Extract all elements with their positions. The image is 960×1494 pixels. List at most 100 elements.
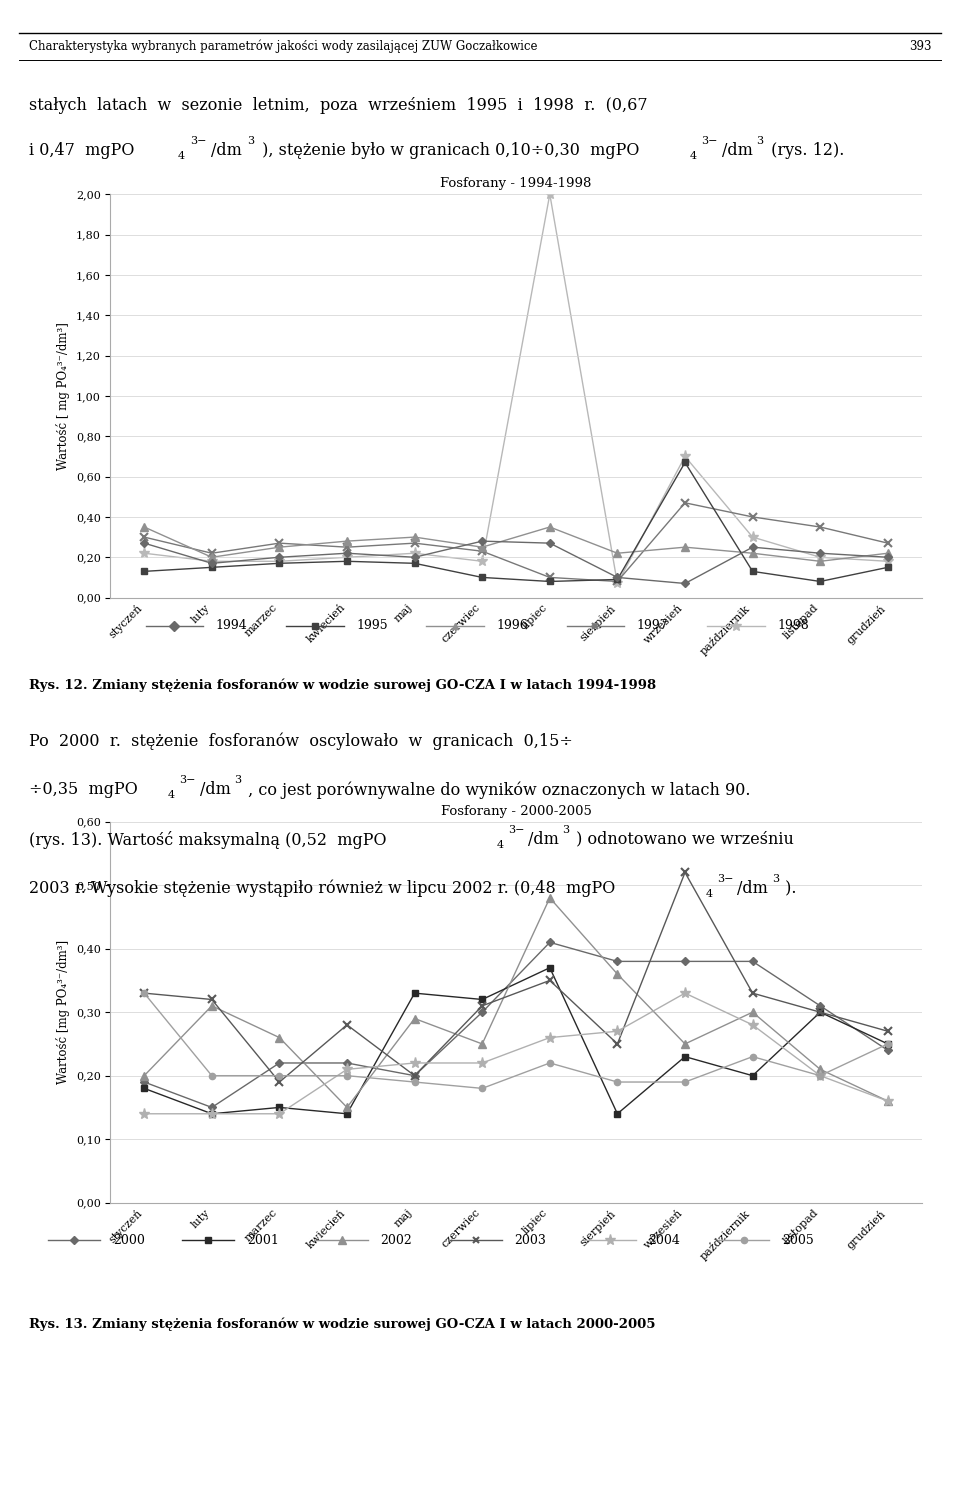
1995 [341,553,352,571]
Text: /dm: /dm [722,142,753,158]
2005 [206,1067,218,1085]
1994 [680,575,691,593]
Text: 3−: 3− [508,825,524,835]
Text: ).: ). [780,880,797,896]
1997 [612,572,623,590]
Y-axis label: Wartość [mg PO₄³⁻/dm³]: Wartość [mg PO₄³⁻/dm³] [57,940,70,1085]
1996 [747,544,758,562]
1996 [409,529,420,547]
Text: stałych  latach  w  sezonie  letnim,  poza  wrześniem  1995  i  1998  r.  (0,67: stałych latach w sezonie letnim, poza wr… [29,97,647,114]
Text: 3: 3 [234,775,241,786]
Line: 1997: 1997 [140,499,892,586]
Text: 1997: 1997 [636,620,668,632]
Text: /dm: /dm [737,880,768,896]
Text: 4: 4 [178,151,184,161]
1998 [206,553,218,571]
Text: 4: 4 [168,790,175,801]
1998 [612,575,623,593]
Text: ) odnotowano we wrześniu: ) odnotowano we wrześniu [571,831,794,847]
Line: 1996: 1996 [140,523,892,565]
2000 [476,1004,488,1022]
2003 [206,991,218,1008]
Text: 2000: 2000 [113,1234,145,1246]
Text: 3: 3 [247,136,253,146]
2001 [274,1098,285,1116]
1997 [814,518,826,536]
Text: 4: 4 [706,889,712,899]
Text: ÷0,35  mgPO: ÷0,35 mgPO [29,781,137,798]
1994 [814,544,826,562]
1995 [476,569,488,587]
Text: 2005: 2005 [782,1234,814,1246]
1998 [882,553,894,571]
2004 [747,1016,758,1034]
2001 [206,1106,218,1123]
2005 [544,1055,556,1073]
1996 [206,548,218,566]
2001 [341,1106,352,1123]
1996 [544,518,556,536]
Text: 3: 3 [563,825,569,835]
Text: , co jest porównywalne do wyników oznaczonych w latach 90.: , co jest porównywalne do wyników oznacz… [243,781,751,799]
Line: 1994: 1994 [141,538,891,587]
1997 [409,535,420,553]
Title: Fosforany - 1994-1998: Fosforany - 1994-1998 [441,178,591,190]
2000 [274,1055,285,1073]
2004 [476,1055,488,1073]
2000 [612,953,623,971]
Title: Fosforany - 2000-2005: Fosforany - 2000-2005 [441,805,591,817]
2003 [409,1067,420,1085]
1996 [680,538,691,556]
2001 [409,985,420,1002]
2005 [814,1067,826,1085]
Text: 2003: 2003 [515,1234,546,1246]
2005 [680,1073,691,1091]
1994 [409,548,420,566]
Text: 2004: 2004 [649,1234,681,1246]
1994 [206,554,218,572]
1996 [274,538,285,556]
2002 [612,965,623,983]
2002 [138,1067,150,1085]
1995 [206,559,218,577]
2003 [274,1073,285,1091]
Text: 3−: 3− [701,136,717,146]
2004 [544,1028,556,1046]
2001 [476,991,488,1008]
2004 [341,1061,352,1079]
2002 [882,1092,894,1110]
1995 [814,572,826,590]
1998 [544,185,556,203]
2003 [138,985,150,1002]
2004 [409,1055,420,1073]
Line: 2005: 2005 [141,991,891,1092]
2003 [544,971,556,989]
Text: 1998: 1998 [778,620,809,632]
Line: 2000: 2000 [141,940,891,1110]
2004 [274,1106,285,1123]
2001 [882,1035,894,1053]
Text: (rys. 13). Wartość maksymalną (0,52  mgPO: (rys. 13). Wartość maksymalną (0,52 mgPO [29,831,386,849]
2000 [814,996,826,1014]
1997 [544,569,556,587]
1994 [138,535,150,553]
2005 [409,1073,420,1091]
2003 [680,864,691,881]
2001 [814,1004,826,1022]
Text: /dm: /dm [528,831,559,847]
2002 [544,889,556,907]
2000 [882,1041,894,1059]
2002 [409,1010,420,1028]
Text: 3−: 3− [190,136,206,146]
Text: 3: 3 [772,874,779,884]
2003 [612,1035,623,1053]
2000 [206,1098,218,1116]
2001 [680,1047,691,1065]
1994 [882,548,894,566]
2005 [138,985,150,1002]
2004 [814,1067,826,1085]
Text: 4: 4 [689,151,696,161]
Text: Rys. 12. Zmiany stężenia fosforanów w wodzie surowej GO-CZA I w latach 1994-1998: Rys. 12. Zmiany stężenia fosforanów w wo… [29,678,656,692]
Text: Charakterystyka wybranych parametrów jakości wody zasilającej ZUW Goczałkowice: Charakterystyka wybranych parametrów jak… [29,39,538,54]
1994 [612,569,623,587]
